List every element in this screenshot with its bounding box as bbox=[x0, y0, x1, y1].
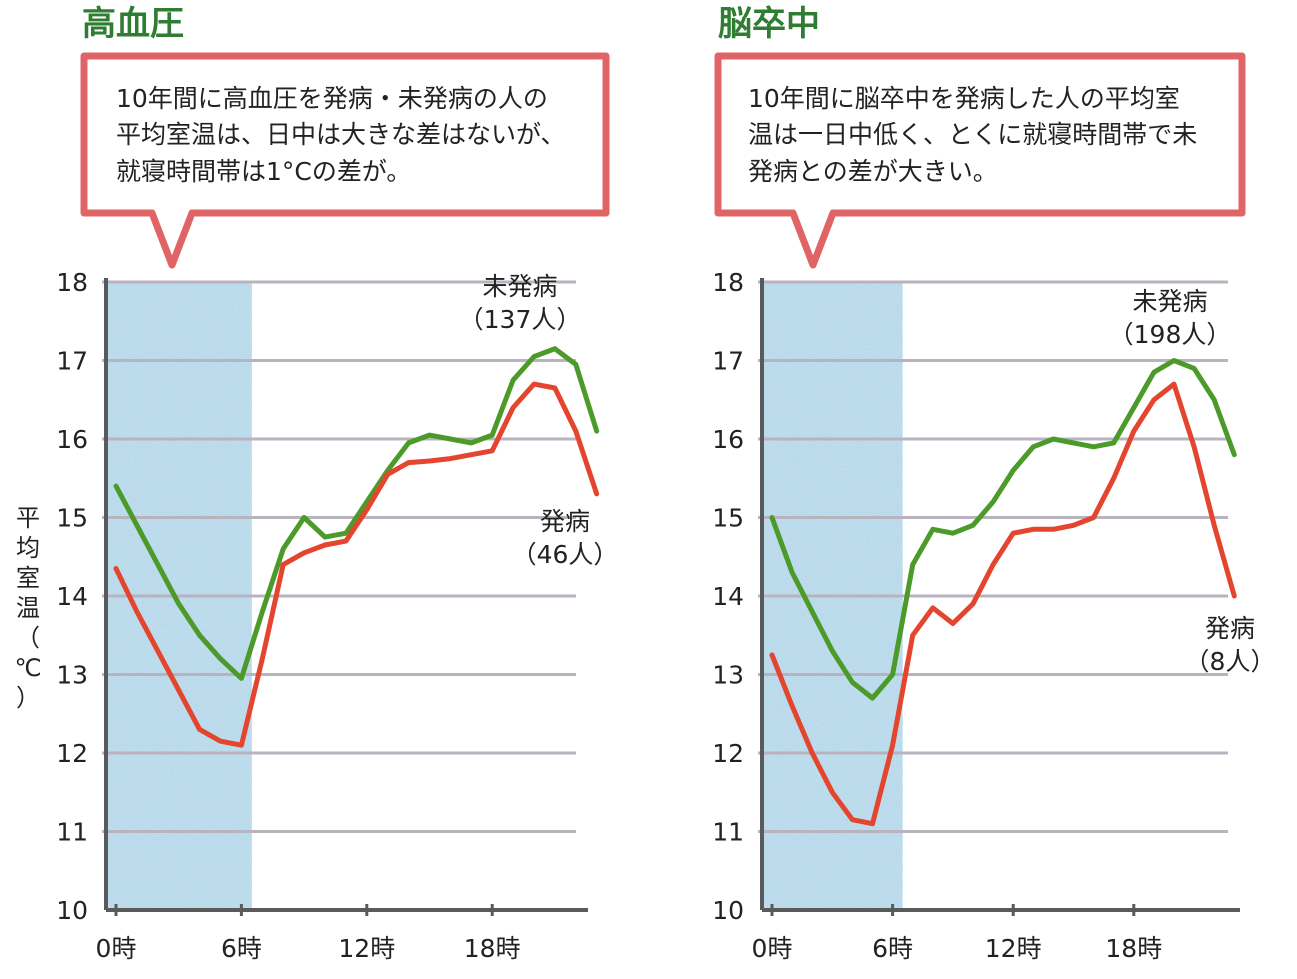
callout-box bbox=[80, 52, 610, 269]
x-tick-label: 0時 bbox=[96, 934, 137, 963]
series-line-healthy bbox=[113, 346, 600, 681]
callout-line: 温は一日中低く、とくに就寝時間帯で未 bbox=[748, 120, 1197, 149]
series-label-sick: 発病 bbox=[1205, 614, 1255, 643]
panel-stroke: 脳卒中 10年間に脳卒中を発病した人の平均室 温は一日中低く、とくに就寝時間帯で… bbox=[712, 4, 1275, 963]
callout-box bbox=[714, 52, 1246, 269]
y-axis-label-char: ） bbox=[16, 684, 40, 712]
y-tick-label: 15 bbox=[712, 504, 744, 533]
x-tick-label: 12時 bbox=[985, 934, 1042, 963]
y-tick-label: 11 bbox=[712, 818, 744, 847]
y-tick-label: 14 bbox=[56, 582, 88, 611]
callout-line: 10年間に脳卒中を発病した人の平均室 bbox=[748, 84, 1180, 113]
series-label-sick: 発病 bbox=[540, 507, 590, 536]
panel-hypertension: 高血圧 10年間に高血圧を発病・未発病の人の 平均室温は、日中は大きな差はないが… bbox=[56, 4, 618, 963]
y-tick-label: 11 bbox=[56, 818, 88, 847]
series-line-sick bbox=[769, 381, 1237, 827]
y-tick-label: 12 bbox=[56, 739, 88, 768]
y-axis-label: 平均室温（℃） bbox=[15, 504, 42, 712]
x-tick-label: 18時 bbox=[464, 934, 521, 963]
series-line-healthy bbox=[769, 358, 1237, 701]
y-axis-label-char: 平 bbox=[16, 504, 40, 532]
y-axis-label-char: 室 bbox=[16, 564, 40, 592]
panel-title: 脳卒中 bbox=[718, 4, 820, 44]
y-tick-label: 17 bbox=[56, 347, 88, 376]
callout-line: 平均室温は、日中は大きな差はないが、 bbox=[116, 120, 566, 149]
plot-area: 18 17 16 15 14 13 12 11 10 0時 6時 12時 18時 未発病 （137人） 発病 （… bbox=[56, 268, 618, 963]
series-label-healthy: 未発病 bbox=[482, 272, 557, 301]
plot-area: 18 17 16 15 14 13 12 11 10 0時 6時 12時 18時 未発病 （198人） 発病 （… bbox=[712, 268, 1275, 963]
y-axis-label-char: （ bbox=[16, 624, 40, 652]
callout-line: 就寝時間帯は1°Cの差が。 bbox=[116, 157, 411, 186]
y-axis-label-char: ℃ bbox=[15, 654, 42, 682]
y-tick-label: 18 bbox=[56, 268, 88, 297]
series-label-healthy: （137人） bbox=[459, 305, 582, 334]
y-axis-label-char: 温 bbox=[16, 594, 40, 622]
y-tick-label: 10 bbox=[712, 896, 744, 925]
y-tick-label: 10 bbox=[56, 896, 88, 925]
y-tick-label: 17 bbox=[712, 347, 744, 376]
y-tick-label: 16 bbox=[56, 425, 88, 454]
y-tick-label: 13 bbox=[56, 661, 88, 690]
y-tick-label: 12 bbox=[712, 739, 744, 768]
x-tick-label: 6時 bbox=[221, 934, 262, 963]
panel-title: 高血圧 bbox=[82, 4, 184, 44]
y-tick-label: 14 bbox=[712, 582, 744, 611]
callout-line: 10年間に高血圧を発病・未発病の人の bbox=[116, 84, 548, 113]
y-tick-label: 16 bbox=[712, 425, 744, 454]
callout-line: 発病との差が大きい。 bbox=[748, 157, 998, 186]
x-tick-label: 6時 bbox=[872, 934, 913, 963]
y-axis-label-char: 均 bbox=[16, 534, 40, 562]
series-label-healthy: （198人） bbox=[1109, 320, 1232, 349]
series-line-sick bbox=[113, 381, 600, 748]
series-label-healthy: 未発病 bbox=[1132, 287, 1207, 316]
y-tick-label: 13 bbox=[712, 661, 744, 690]
y-tick-label: 18 bbox=[712, 268, 744, 297]
series-label-sick: （46人） bbox=[512, 540, 619, 569]
x-tick-label: 12時 bbox=[338, 934, 395, 963]
series-label-sick: （8人） bbox=[1185, 647, 1276, 676]
y-tick-label: 15 bbox=[56, 504, 88, 533]
x-tick-label: 0時 bbox=[752, 934, 793, 963]
x-tick-label: 18時 bbox=[1105, 934, 1162, 963]
